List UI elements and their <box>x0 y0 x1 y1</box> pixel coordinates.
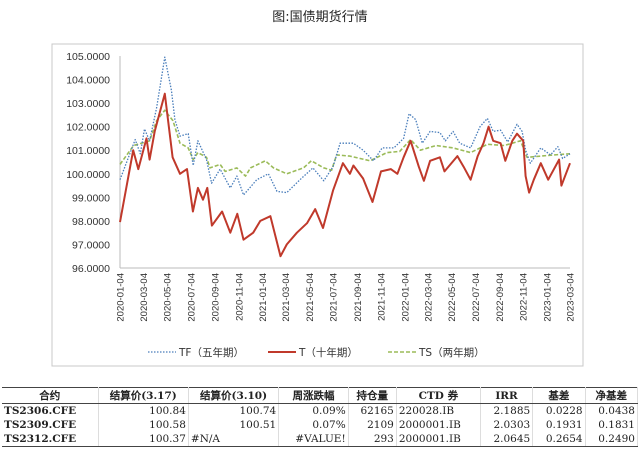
series-line-2 <box>119 109 571 177</box>
column-header: 净基差 <box>585 387 639 404</box>
column-header: CTD 券 <box>396 387 481 404</box>
table-header-row: 合约 结算价(3.17) 结算价(3.10) 周涨跌幅 持仓量 CTD 券 IRR 基差 净基差 <box>2 387 639 404</box>
line-chart: 96.0000 97.0000 98.0000 99.0000 100.0000 101.… <box>51 43 584 367</box>
table-cell: 0.1831 <box>585 418 639 432</box>
table-cell: #N/A <box>188 432 280 447</box>
legend-label: TS（两年期） <box>418 346 485 359</box>
legend-label: TF（五年期） <box>178 346 244 359</box>
x-tick-label: 2022-05-04 <box>447 273 458 322</box>
table-cell: 100.84 <box>98 403 189 418</box>
x-tick-label: 2020-11-04 <box>234 273 245 321</box>
futures-table: 合约 结算价(3.17) 结算价(3.10) 周涨跌幅 持仓量 CTD 券 IRR 基差 净基差… <box>2 387 639 447</box>
table-cell: 0.1931 <box>532 418 586 432</box>
table-cell: TS2312.CFE <box>2 432 99 447</box>
table-cell: 293 <box>348 432 397 447</box>
x-tick-label: 2022-11-04 <box>519 273 530 321</box>
x-tick-label: 2023-03-04 <box>566 273 577 322</box>
y-tick-label: 105.0000 <box>66 51 110 63</box>
column-header: 结算价(3.10) <box>188 387 280 404</box>
x-tick-label: 2021-03-04 <box>281 273 292 322</box>
table-cell: 0.2490 <box>585 432 639 447</box>
column-header: 合约 <box>2 387 99 404</box>
table-cell: 100.51 <box>188 418 280 432</box>
series-line-0 <box>119 56 571 196</box>
y-tick-label: 97.0000 <box>72 239 110 251</box>
x-tick-label: 2020-03-04 <box>139 273 150 322</box>
y-tick-label: 98.0000 <box>72 216 110 228</box>
x-tick-label: 2021-07-04 <box>329 273 340 322</box>
y-tick-label: 96.0000 <box>72 263 110 275</box>
column-header: 结算价(3.17) <box>98 387 189 404</box>
y-tick-label: 104.0000 <box>66 75 110 87</box>
table-cell: 2000001.IB <box>396 432 481 447</box>
table-cell: 0.0228 <box>532 403 586 418</box>
table-cell: 220028.IB <box>396 403 481 418</box>
x-tick-label: 2021-09-04 <box>353 273 364 322</box>
y-tick-label: 103.0000 <box>66 98 110 110</box>
table-cell: 0.0438 <box>585 403 639 418</box>
table-row: TS2309.CFE 100.58 100.51 0.07% 2109 2000001.I… <box>2 418 639 432</box>
series-line-1 <box>119 92 571 258</box>
x-tick-label: 2020-01-04 <box>116 273 127 322</box>
y-tick-label: 102.0000 <box>66 122 110 134</box>
table-cell: 62165 <box>348 403 397 418</box>
table-cell: 100.74 <box>188 403 280 418</box>
table-cell: 0.09% <box>278 403 349 418</box>
table-cell: 100.37 <box>98 432 189 447</box>
table-cell: 2.0645 <box>480 432 534 447</box>
table-cell: 0.2654 <box>532 432 586 447</box>
x-tick-label: 2021-01-04 <box>258 273 269 322</box>
chart-frame <box>51 43 584 367</box>
table-cell: 100.58 <box>98 418 189 432</box>
table-cell: 2.1885 <box>480 403 534 418</box>
table-cell: 2000001.IB <box>396 418 481 432</box>
x-tick-label: 2021-11-04 <box>377 273 388 321</box>
legend-label: T（十年期） <box>298 346 358 359</box>
x-tick-label: 2020-09-04 <box>211 273 222 322</box>
chart-title: 图:国债期货行情 <box>272 10 368 25</box>
y-tick-label: 99.0000 <box>72 192 110 204</box>
table-cell: 2109 <box>348 418 397 432</box>
x-tick-label: 2021-05-04 <box>305 273 316 322</box>
x-tick-label: 2022-01-04 <box>400 273 411 322</box>
x-tick-label: 2022-07-04 <box>471 273 482 322</box>
x-tick-label: 2020-07-04 <box>186 273 197 322</box>
table-row: TS2312.CFE 100.37 #N/A #VALUE! 293 2000001.IB… <box>2 432 639 447</box>
table-cell: #VALUE! <box>278 432 349 447</box>
x-tick-label: 2022-09-04 <box>495 273 506 322</box>
table-cell: TS2306.CFE <box>2 403 99 418</box>
y-tick-label: 100.0000 <box>66 169 110 181</box>
table-row: TS2306.CFE 100.84 100.74 0.09% 62165 220028.I… <box>2 403 639 418</box>
y-tick-label: 101.0000 <box>66 145 110 157</box>
column-header: IRR <box>480 387 534 404</box>
table-cell: 2.0303 <box>480 418 534 432</box>
column-header: 持仓量 <box>348 387 397 404</box>
column-header: 周涨跌幅 <box>278 387 349 404</box>
table-cell: TS2309.CFE <box>2 418 99 432</box>
column-header: 基差 <box>532 387 586 404</box>
table-cell: 0.07% <box>278 418 349 432</box>
x-tick-label: 2022-03-04 <box>423 273 434 322</box>
x-tick-label: 2020-05-04 <box>163 273 174 322</box>
x-tick-label: 2023-01-04 <box>543 273 554 322</box>
